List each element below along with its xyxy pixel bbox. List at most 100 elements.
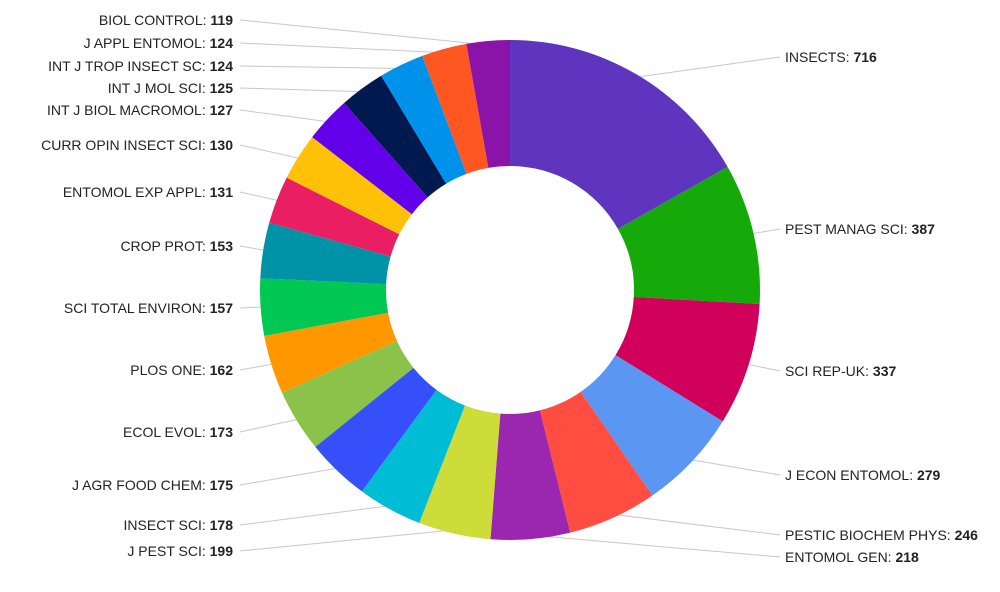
data-label: CROP PROT: 153 <box>120 238 233 254</box>
label-value: 337 <box>873 363 897 379</box>
label-category: PEST MANAG SCI: <box>785 221 912 237</box>
leader-line <box>239 42 446 54</box>
slice-plos-one <box>264 312 397 393</box>
label-value: 246 <box>955 527 979 543</box>
slice-pestic-biochem-phys <box>539 391 653 533</box>
label-category: PLOS ONE: <box>130 362 209 378</box>
label-category: ECOL EVOL: <box>123 424 210 440</box>
leader-line <box>633 56 781 78</box>
label-category: J AGR FOOD CHEM: <box>72 477 210 493</box>
slice-j-appl-entomol <box>422 43 489 174</box>
label-category: SCI REP-UK: <box>785 363 873 379</box>
slice-j-econ-entomol <box>580 355 723 496</box>
label-category: INSECT SCI: <box>124 517 210 533</box>
slice-entomol-exp-appl <box>269 177 400 257</box>
label-value: 178 <box>210 517 234 533</box>
leader-line <box>239 245 268 252</box>
data-label: INT J MOL SCI: 125 <box>108 80 233 96</box>
label-category: CURR OPIN INSECT SCI: <box>41 137 210 153</box>
label-category: PESTIC BIOCHEM PHYS: <box>785 527 955 543</box>
label-category: CROP PROT: <box>120 238 209 254</box>
leader-line <box>239 65 404 69</box>
leader-line <box>239 144 302 160</box>
slice-sci-total-environ <box>260 278 389 336</box>
leader-line <box>239 109 331 123</box>
leader-line <box>530 534 781 558</box>
slice-pest-manag-sci <box>617 166 760 305</box>
data-label: INT J BIOL MACROMOL: 127 <box>47 102 233 118</box>
label-category: INSECTS: <box>785 49 853 65</box>
data-label: SCI TOTAL ENVIRON: 157 <box>64 300 233 316</box>
label-value: 199 <box>210 543 234 559</box>
label-value: 125 <box>210 80 234 96</box>
slice-ecol-evol <box>282 340 414 447</box>
leader-line <box>239 306 265 309</box>
label-value: 279 <box>917 467 941 483</box>
slice-int-j-biol-macromol <box>312 102 428 215</box>
data-label: INSECTS: 716 <box>785 49 877 65</box>
leader-line <box>688 458 781 476</box>
slice-entomol-gen <box>490 410 571 540</box>
data-label: J PEST SCI: 199 <box>127 543 233 559</box>
label-value: 157 <box>210 300 234 316</box>
leader-line <box>239 19 489 46</box>
data-label: PLOS ONE: 162 <box>130 362 233 378</box>
label-value: 153 <box>210 238 234 254</box>
data-label: J APPL ENTOMOL: 124 <box>84 35 234 51</box>
label-value: 124 <box>210 35 234 51</box>
label-value: 119 <box>210 12 233 28</box>
slice-biol-control <box>466 40 510 168</box>
label-category: J ECON ENTOMOL: <box>785 467 917 483</box>
leader-line <box>239 529 456 552</box>
label-category: INT J MOL SCI: <box>108 80 210 96</box>
label-value: 127 <box>210 102 234 118</box>
label-category: J APPL ENTOMOL: <box>84 35 210 51</box>
data-label: SCI REP-UK: 337 <box>785 363 896 379</box>
leader-line <box>239 505 392 526</box>
label-value: 175 <box>210 477 234 493</box>
leader-line <box>239 363 276 371</box>
leader-line <box>744 363 781 372</box>
slice-j-pest-sci <box>419 405 501 540</box>
data-label: J AGR FOOD CHEM: 175 <box>72 477 233 493</box>
leader-line <box>749 228 781 235</box>
slice-insects <box>510 40 728 229</box>
data-label: INT J TROP INSECT SC: 124 <box>48 58 233 74</box>
slice-int-j-mol-sci <box>344 75 447 198</box>
label-category: INT J TROP INSECT SC: <box>48 58 210 74</box>
data-label: CURR OPIN INSECT SCI: 130 <box>41 137 233 153</box>
leader-line <box>239 87 365 93</box>
label-value: 124 <box>210 58 234 74</box>
leader-line <box>239 418 301 433</box>
data-label: BIOL CONTROL: 119 <box>99 12 233 28</box>
label-value: 218 <box>895 549 919 565</box>
data-label: J ECON ENTOMOL: 279 <box>785 467 941 483</box>
label-category: ENTOMOL GEN: <box>785 549 895 565</box>
label-value: 173 <box>210 424 234 440</box>
label-category: ENTOMOL EXP APPL: <box>63 184 210 200</box>
slice-crop-prot <box>260 222 391 285</box>
label-category: BIOL CONTROL: <box>99 12 211 28</box>
label-value: 716 <box>853 49 877 65</box>
label-category: J PEST SCI: <box>127 543 209 559</box>
data-label: INSECT SCI: 178 <box>124 517 234 533</box>
leader-line <box>239 191 281 202</box>
slice-insect-sci <box>361 389 465 523</box>
data-label: ENTOMOL EXP APPL: 131 <box>63 184 233 200</box>
label-value: 131 <box>210 184 234 200</box>
label-value: 387 <box>912 221 936 237</box>
data-label: PESTIC BIOCHEM PHYS: 246 <box>785 527 978 543</box>
data-label: ENTOMOL GEN: 218 <box>785 549 919 565</box>
leader-line <box>239 467 341 486</box>
leader-line <box>611 513 781 536</box>
label-category: INT J BIOL MACROMOL: <box>47 102 210 118</box>
data-label: ECOL EVOL: 173 <box>123 424 233 440</box>
label-value: 162 <box>210 362 234 378</box>
slice-j-agr-food-chem <box>315 367 437 492</box>
label-value: 130 <box>210 137 234 153</box>
data-label: PEST MANAG SCI: 387 <box>785 221 935 237</box>
slice-sci-rep-uk <box>615 296 760 422</box>
label-category: SCI TOTAL ENVIRON: <box>64 300 210 316</box>
slice-int-j-trop-insect-sc <box>381 55 467 184</box>
